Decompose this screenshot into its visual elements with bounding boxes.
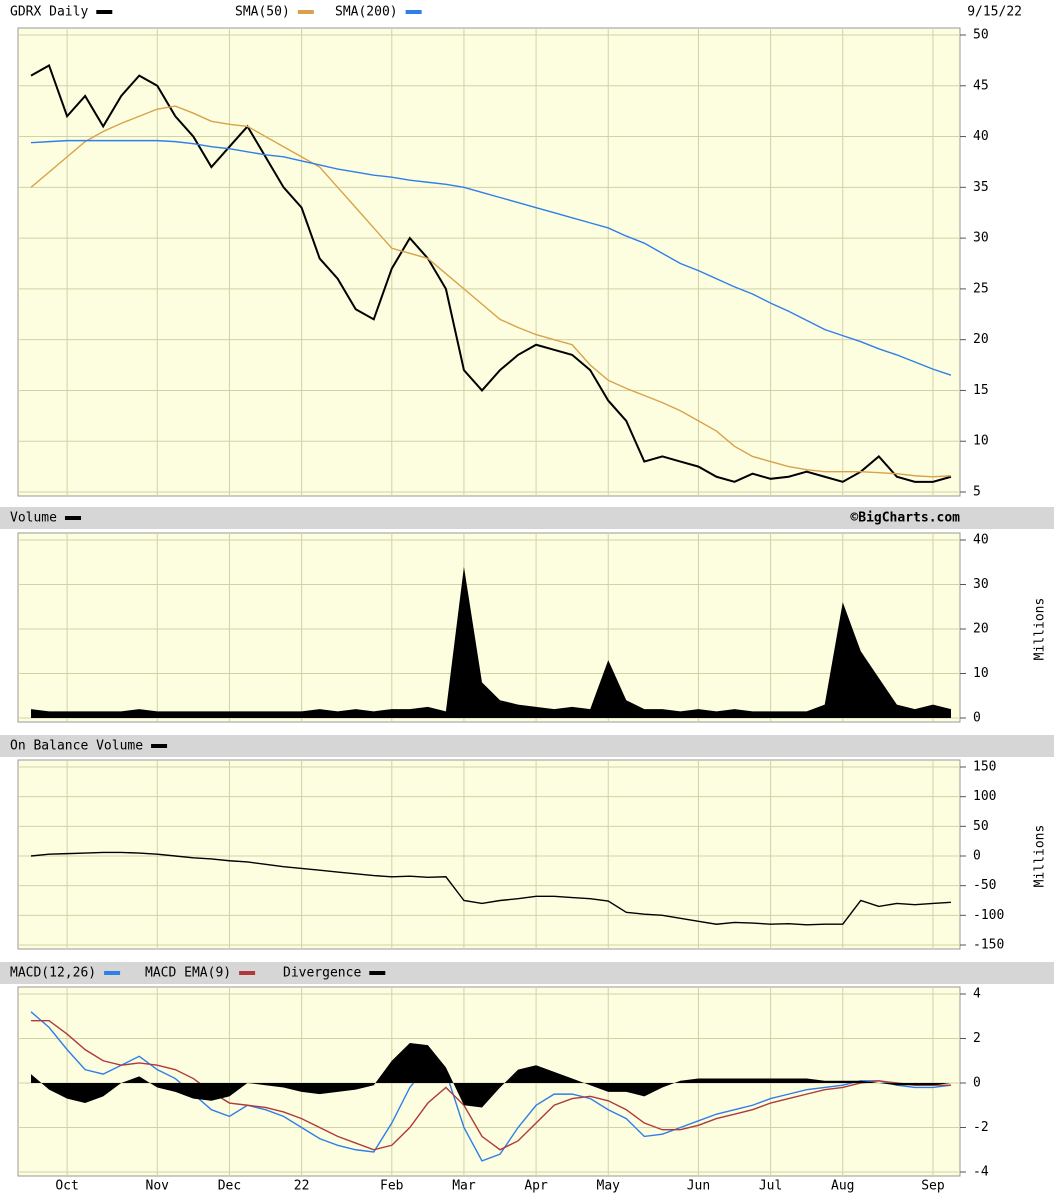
y-tick-label: 100 bbox=[973, 789, 996, 804]
y-tick-label: 150 bbox=[973, 760, 996, 775]
legend-label: Divergence bbox=[283, 966, 361, 981]
y-tick-label: -2 bbox=[973, 1120, 989, 1135]
plot-area bbox=[17, 759, 961, 950]
legend-swatch bbox=[96, 10, 113, 14]
x-tick-label: Apr bbox=[524, 1179, 548, 1194]
x-tick-label: Jun bbox=[687, 1179, 710, 1194]
legend-swatch bbox=[151, 744, 168, 748]
line bbox=[30, 851, 952, 926]
x-tick-label: Aug bbox=[831, 1179, 854, 1194]
x-tick-label: Oct bbox=[55, 1179, 78, 1194]
credit: ©BigCharts.com bbox=[850, 511, 960, 526]
y-tick-label: 30 bbox=[973, 231, 989, 246]
legend-label: SMA(200) bbox=[335, 5, 398, 20]
legend-label: SMA(50) bbox=[235, 5, 290, 20]
line bbox=[30, 105, 952, 478]
x-tick-label: Sep bbox=[921, 1179, 945, 1194]
legend-swatch bbox=[104, 971, 121, 975]
y-tick-label: -50 bbox=[973, 878, 996, 893]
y-tick-label: 40 bbox=[973, 533, 989, 548]
panel-header bbox=[0, 735, 1054, 757]
legend-label: Volume bbox=[10, 511, 57, 526]
legend-swatch bbox=[64, 516, 81, 520]
y-tick-label: 50 bbox=[973, 819, 989, 834]
y-tick-label: 10 bbox=[973, 666, 989, 681]
y-tick-label: 30 bbox=[973, 577, 989, 592]
y-tick-label: 35 bbox=[973, 180, 989, 195]
y-tick-label: 25 bbox=[973, 281, 989, 296]
y-tick-label: 0 bbox=[973, 1076, 981, 1091]
y-tick-label: 4 bbox=[973, 987, 981, 1002]
x-tick-label: Mar bbox=[452, 1179, 476, 1194]
legend-label: On Balance Volume bbox=[10, 739, 143, 754]
legend-swatch bbox=[297, 10, 314, 14]
y-tick-label: 10 bbox=[973, 434, 989, 449]
y-tick-label: -4 bbox=[973, 1165, 989, 1180]
line bbox=[30, 139, 952, 376]
y-tick-label: 15 bbox=[973, 383, 989, 398]
panel-header bbox=[0, 962, 1054, 984]
panel-header bbox=[0, 507, 1054, 529]
y-tick-label: 2 bbox=[973, 1031, 981, 1046]
legend-swatch bbox=[369, 971, 386, 975]
x-tick-label: Feb bbox=[380, 1179, 404, 1194]
y-tick-label: 45 bbox=[973, 78, 989, 93]
y-tick-label: 0 bbox=[973, 849, 981, 864]
x-tick-label: May bbox=[597, 1179, 621, 1194]
area bbox=[31, 1042, 951, 1108]
y-tick-label: 0 bbox=[973, 711, 981, 726]
x-tick-label: Nov bbox=[146, 1179, 170, 1194]
y-axis-label: Millions bbox=[1033, 825, 1048, 888]
y-tick-label: 5 bbox=[973, 485, 981, 500]
x-tick-label: 22 bbox=[294, 1179, 310, 1194]
line bbox=[30, 64, 952, 483]
date: 9/15/22 bbox=[967, 5, 1022, 20]
area bbox=[31, 566, 951, 718]
line bbox=[31, 1020, 951, 1151]
legend-label: MACD EMA(9) bbox=[145, 966, 231, 981]
y-tick-label: 50 bbox=[973, 28, 989, 43]
x-tick-label: Jul bbox=[759, 1179, 782, 1194]
legend-label: MACD(12,26) bbox=[10, 966, 96, 981]
x-tick-label: Dec bbox=[218, 1179, 241, 1194]
y-tick-label: -150 bbox=[973, 938, 1004, 953]
legend-swatch bbox=[405, 10, 422, 14]
y-tick-label: 20 bbox=[973, 332, 989, 347]
y-tick-label: 20 bbox=[973, 622, 989, 637]
legend-label: GDRX Daily bbox=[10, 5, 88, 20]
y-tick-label: 40 bbox=[973, 129, 989, 144]
legend-swatch bbox=[239, 971, 256, 975]
y-axis-label: Millions bbox=[1033, 598, 1048, 661]
plot-area bbox=[17, 27, 961, 497]
y-tick-label: -100 bbox=[973, 908, 1004, 923]
